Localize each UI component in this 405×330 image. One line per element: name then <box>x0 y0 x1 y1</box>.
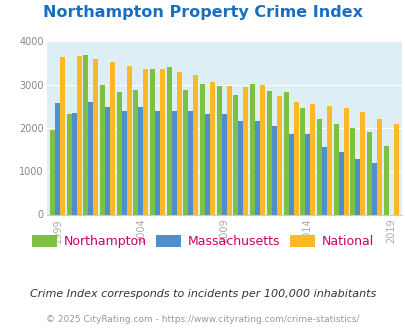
Bar <box>88 102 93 214</box>
Bar <box>338 152 343 214</box>
Bar <box>133 90 138 214</box>
Bar <box>243 87 248 214</box>
Bar <box>309 104 314 214</box>
Bar <box>343 108 348 214</box>
Bar <box>122 112 126 214</box>
Bar <box>293 102 298 214</box>
Bar <box>366 132 371 214</box>
Text: © 2025 CityRating.com - https://www.cityrating.com/crime-statistics/: © 2025 CityRating.com - https://www.city… <box>46 315 359 324</box>
Bar <box>354 159 359 214</box>
Bar <box>288 134 293 214</box>
Bar <box>316 119 321 214</box>
Bar <box>200 84 205 214</box>
Bar <box>77 55 81 214</box>
Bar <box>66 114 72 214</box>
Bar <box>333 123 338 214</box>
Bar <box>155 111 160 214</box>
Bar <box>254 121 260 214</box>
Bar <box>72 113 77 214</box>
Bar <box>117 92 121 214</box>
Bar <box>210 82 215 214</box>
Bar <box>266 91 271 214</box>
Text: Crime Index corresponds to incidents per 100,000 inhabitants: Crime Index corresponds to incidents per… <box>30 289 375 299</box>
Bar <box>305 134 309 214</box>
Bar <box>110 62 115 214</box>
Bar <box>350 128 354 214</box>
Bar <box>126 66 132 214</box>
Bar <box>93 59 98 214</box>
Bar <box>376 119 381 214</box>
Bar <box>371 163 376 215</box>
Bar <box>50 130 55 214</box>
Bar <box>276 96 281 214</box>
Bar <box>171 111 176 214</box>
Bar <box>216 86 221 214</box>
Bar <box>359 112 364 214</box>
Bar <box>138 107 143 214</box>
Bar <box>283 92 288 214</box>
Bar <box>233 95 238 214</box>
Bar <box>193 75 198 214</box>
Bar <box>249 84 254 214</box>
Bar <box>260 85 264 214</box>
Bar <box>392 124 398 214</box>
Bar <box>150 69 155 214</box>
Bar <box>321 147 326 214</box>
Bar <box>299 108 305 214</box>
Bar <box>100 85 105 214</box>
Bar <box>160 69 165 215</box>
Bar <box>226 86 231 214</box>
Bar <box>176 72 181 215</box>
Bar <box>60 57 65 214</box>
Bar <box>271 126 276 214</box>
Bar <box>221 115 226 214</box>
Bar <box>166 67 171 214</box>
Bar <box>143 69 148 214</box>
Bar <box>183 90 188 214</box>
Bar <box>83 55 88 214</box>
Bar <box>238 121 243 214</box>
Text: Northampton Property Crime Index: Northampton Property Crime Index <box>43 5 362 20</box>
Bar <box>105 107 110 214</box>
Bar <box>326 106 331 214</box>
Legend: Northampton, Massachusetts, National: Northampton, Massachusetts, National <box>27 230 378 253</box>
Bar <box>188 111 193 214</box>
Bar <box>205 115 210 214</box>
Bar <box>55 103 60 214</box>
Bar <box>383 146 388 214</box>
